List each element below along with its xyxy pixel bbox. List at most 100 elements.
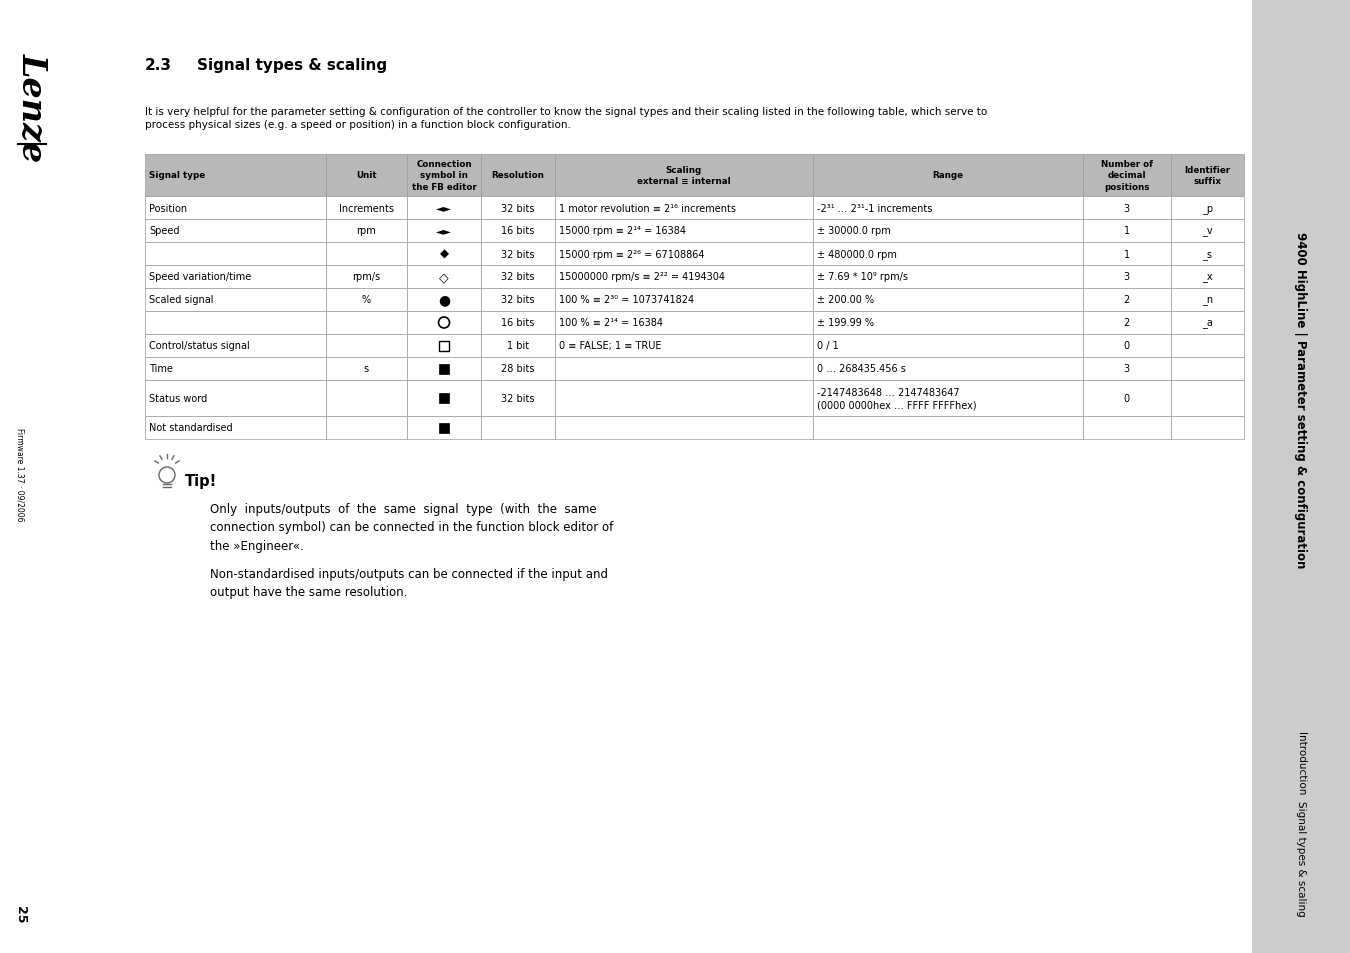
Text: ●: ● [437, 294, 450, 307]
Bar [1170, 380, 1243, 416]
Bar [1083, 312, 1170, 335]
Bar [327, 196, 406, 220]
Bar [813, 289, 1083, 312]
Text: 3: 3 [1123, 203, 1130, 213]
Bar [439, 364, 450, 375]
Text: 2.3: 2.3 [144, 58, 171, 73]
Bar [482, 416, 555, 439]
Text: Unit: Unit [356, 172, 377, 180]
Bar [144, 312, 327, 335]
Text: process physical sizes (e.g. a speed or position) in a function block configurat: process physical sizes (e.g. a speed or … [144, 120, 571, 130]
Bar [1170, 196, 1243, 220]
Text: 32 bits: 32 bits [501, 203, 535, 213]
Bar [1170, 335, 1243, 357]
Bar [482, 243, 555, 266]
Text: 9400 HighLine | Parameter setting & configuration: 9400 HighLine | Parameter setting & conf… [1295, 233, 1308, 568]
Text: Time: Time [148, 364, 173, 375]
Bar [1170, 289, 1243, 312]
Text: _v: _v [1202, 226, 1212, 236]
Bar [555, 220, 813, 243]
Bar [555, 335, 813, 357]
Text: Control/status signal: Control/status signal [148, 341, 250, 351]
Text: 32 bits: 32 bits [501, 295, 535, 305]
Text: 2: 2 [1123, 318, 1130, 328]
Text: _x: _x [1202, 273, 1212, 282]
Text: _n: _n [1202, 295, 1212, 305]
Bar [1083, 220, 1170, 243]
Text: 28 bits: 28 bits [501, 364, 535, 375]
Bar [555, 266, 813, 289]
Text: Scaling
external ≡ internal: Scaling external ≡ internal [637, 166, 730, 186]
Bar [327, 416, 406, 439]
Text: Lenze: Lenze [15, 53, 49, 162]
Bar [482, 220, 555, 243]
Text: ± 7.69 * 10⁹ rpm/s: ± 7.69 * 10⁹ rpm/s [817, 273, 909, 282]
Bar [1083, 380, 1170, 416]
Bar [1083, 289, 1170, 312]
Bar [406, 220, 482, 243]
Bar [144, 196, 327, 220]
Text: 16 bits: 16 bits [501, 226, 535, 236]
Bar [406, 380, 482, 416]
Bar [144, 220, 327, 243]
Text: rpm/s: rpm/s [352, 273, 381, 282]
Text: ◄►: ◄► [436, 226, 452, 236]
Bar [813, 312, 1083, 335]
Bar [813, 380, 1083, 416]
Bar [482, 154, 555, 196]
Bar [482, 289, 555, 312]
Text: Signal types & scaling: Signal types & scaling [197, 58, 387, 73]
Text: Range: Range [933, 172, 964, 180]
Bar [406, 289, 482, 312]
Text: 3: 3 [1123, 364, 1130, 375]
Text: ◇: ◇ [439, 271, 448, 284]
Text: 1: 1 [1123, 250, 1130, 259]
Bar [813, 335, 1083, 357]
Text: ◆: ◆ [440, 248, 448, 261]
Bar [144, 154, 327, 196]
Bar [327, 335, 406, 357]
Text: 25: 25 [14, 905, 27, 923]
Bar [406, 266, 482, 289]
Bar [406, 196, 482, 220]
Bar [1083, 416, 1170, 439]
Bar [439, 423, 450, 433]
Text: 0 / 1: 0 / 1 [817, 341, 838, 351]
Text: 0: 0 [1123, 394, 1130, 403]
Text: rpm: rpm [356, 226, 377, 236]
Bar [144, 380, 327, 416]
Text: _p: _p [1202, 203, 1212, 213]
Text: 16 bits: 16 bits [501, 318, 535, 328]
Bar [482, 196, 555, 220]
Text: 3: 3 [1123, 273, 1130, 282]
Bar [1083, 154, 1170, 196]
Text: _a: _a [1202, 318, 1212, 328]
Bar [406, 312, 482, 335]
Text: 2: 2 [1123, 295, 1130, 305]
Bar [482, 266, 555, 289]
Text: ± 200.00 %: ± 200.00 % [817, 295, 873, 305]
Bar [327, 266, 406, 289]
Text: Signal types & scaling: Signal types & scaling [1296, 800, 1305, 916]
Bar [555, 289, 813, 312]
Bar [813, 266, 1083, 289]
Bar [1251, 0, 1350, 953]
Bar [1170, 243, 1243, 266]
Text: 1 motor revolution ≡ 2¹⁶ increments: 1 motor revolution ≡ 2¹⁶ increments [559, 203, 736, 213]
Text: 15000 rpm ≡ 2²⁶ = 67108864: 15000 rpm ≡ 2²⁶ = 67108864 [559, 250, 705, 259]
Bar [1170, 416, 1243, 439]
Text: ± 480000.0 rpm: ± 480000.0 rpm [817, 250, 896, 259]
Text: 32 bits: 32 bits [501, 250, 535, 259]
Bar [439, 394, 450, 403]
Bar [327, 380, 406, 416]
Bar [327, 312, 406, 335]
Bar [482, 357, 555, 380]
Bar [406, 335, 482, 357]
Text: Number of
decimal
positions: Number of decimal positions [1100, 160, 1153, 192]
Bar [482, 380, 555, 416]
Text: Position: Position [148, 203, 188, 213]
Bar [482, 312, 555, 335]
Bar [327, 154, 406, 196]
Text: ◄►: ◄► [436, 203, 452, 213]
Bar [1083, 243, 1170, 266]
